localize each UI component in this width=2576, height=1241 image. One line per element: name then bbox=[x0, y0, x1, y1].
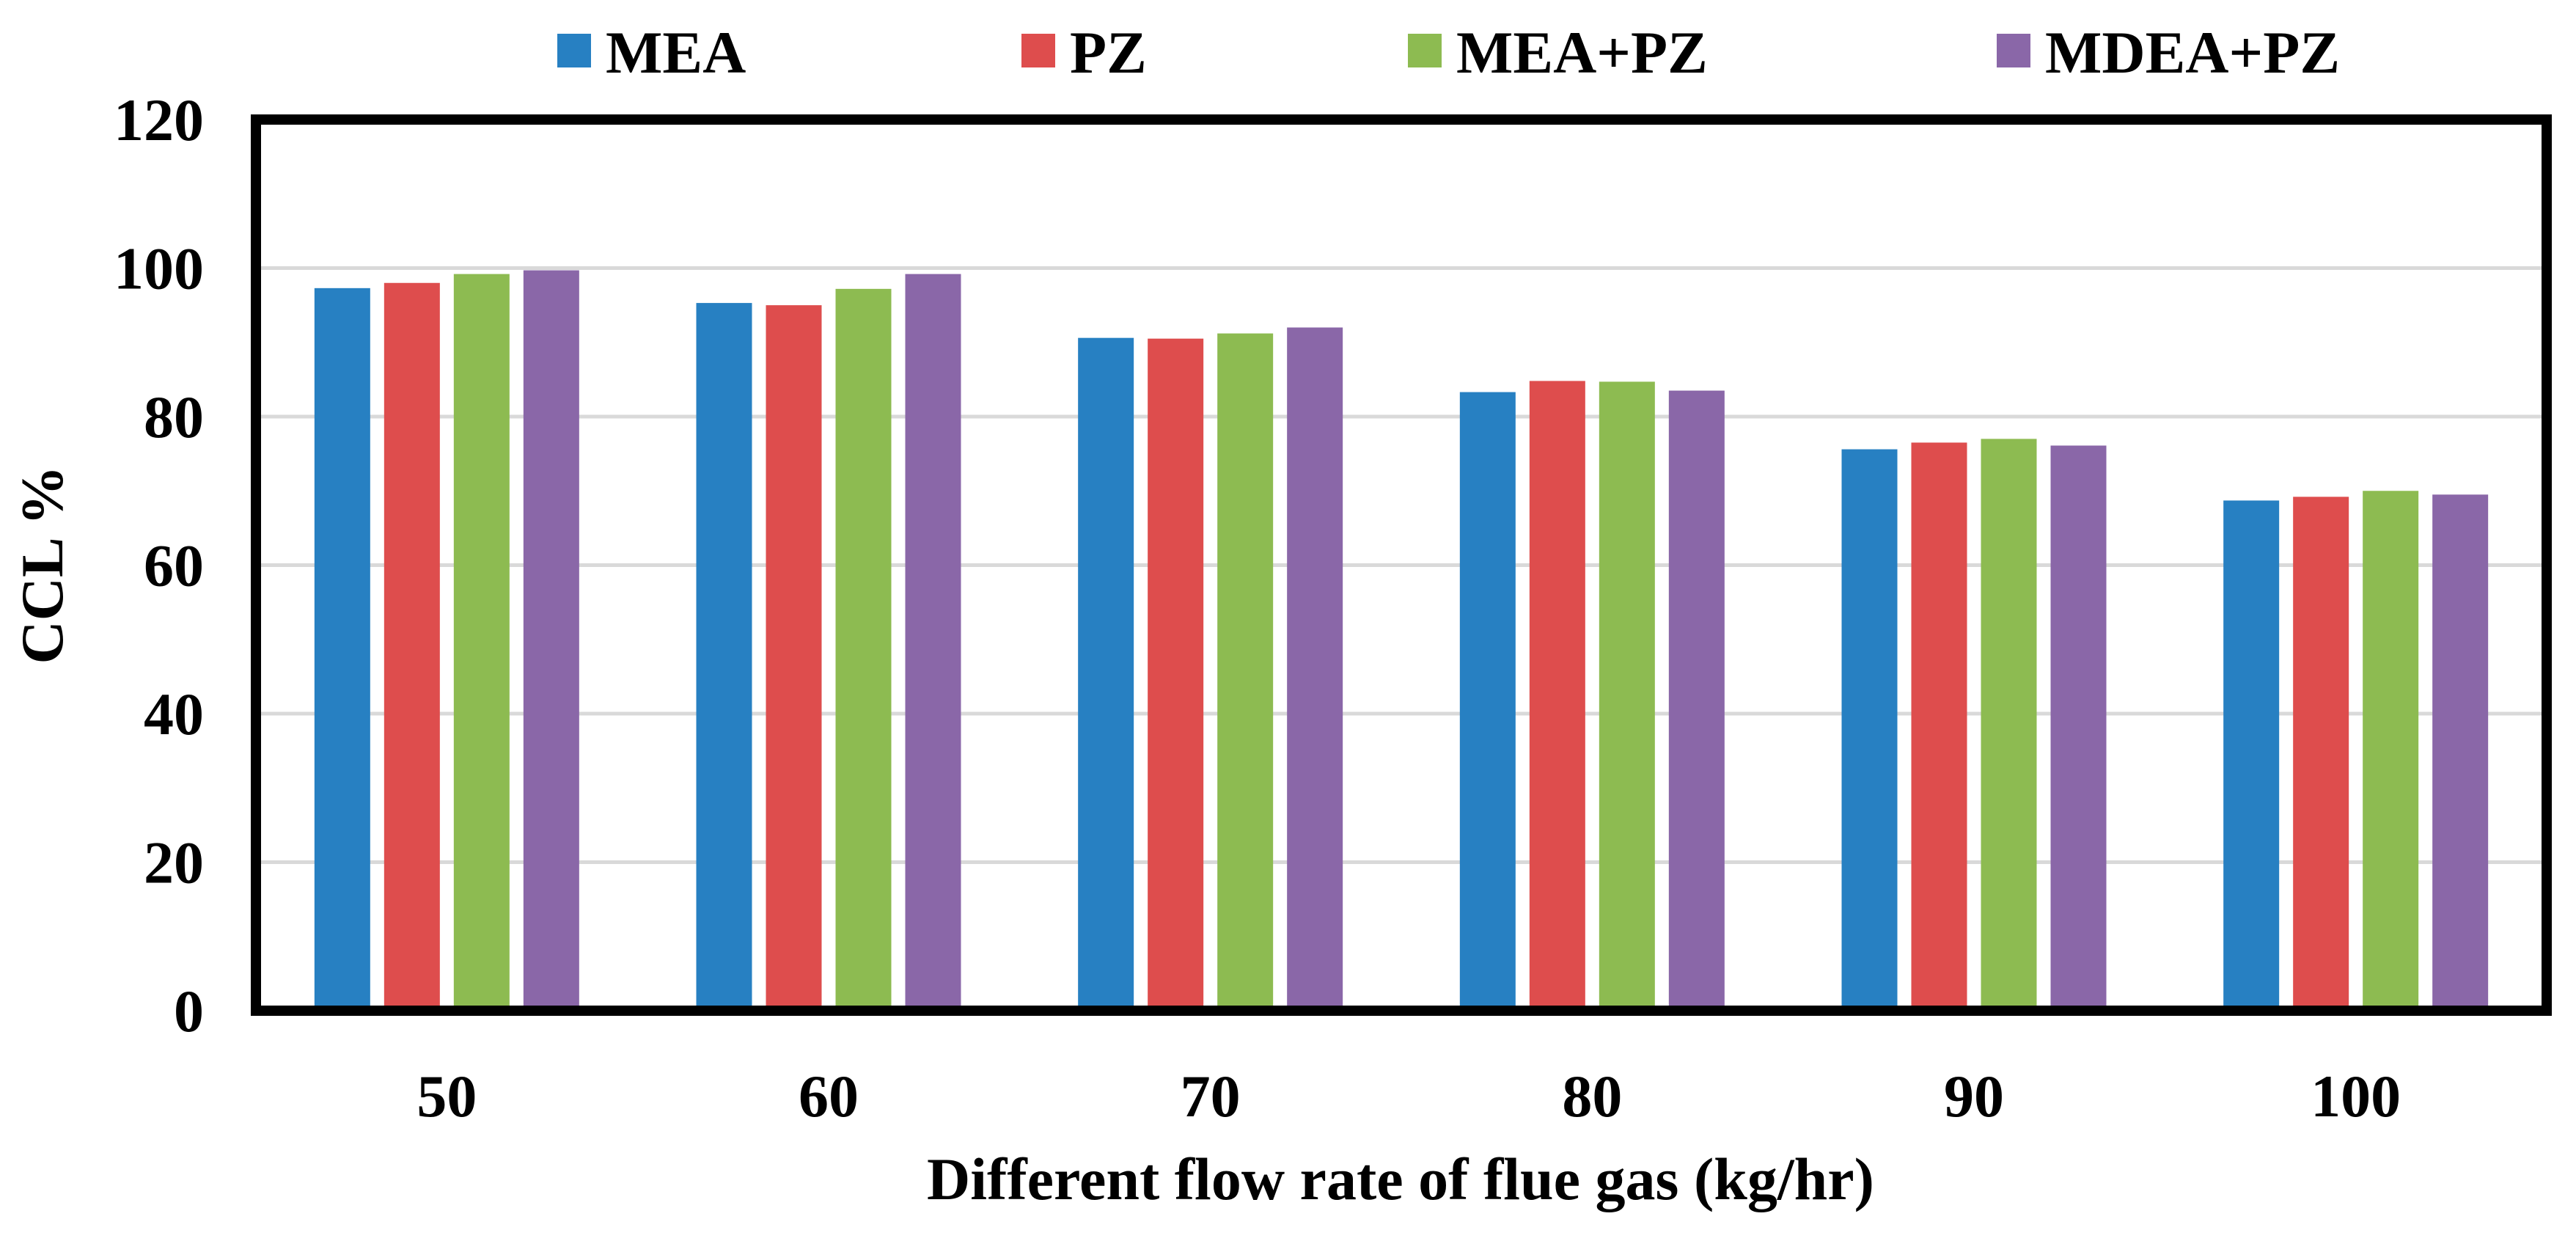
legend-label: MEA+PZ bbox=[1456, 19, 1708, 86]
series-mea bbox=[314, 288, 2280, 1011]
series-mea-pz bbox=[453, 274, 2419, 1011]
series-mdea-pz bbox=[523, 270, 2489, 1011]
bar bbox=[905, 274, 961, 1011]
gridlines bbox=[256, 266, 2547, 864]
y-tick-label: 80 bbox=[144, 384, 204, 450]
bar bbox=[1287, 327, 1343, 1011]
x-tick-label: 100 bbox=[2311, 1063, 2401, 1130]
x-axis-title: Different flow rate of flue gas (kg/hr) bbox=[927, 1146, 1874, 1212]
bar bbox=[1217, 333, 1274, 1011]
bar bbox=[1529, 381, 1585, 1011]
bar bbox=[1078, 337, 1134, 1011]
legend-label: MDEA+PZ bbox=[2045, 19, 2340, 86]
legend-label: MEA bbox=[606, 19, 746, 86]
bar bbox=[1981, 439, 2037, 1011]
bar bbox=[696, 303, 752, 1011]
bar bbox=[1148, 338, 1204, 1011]
legend: MEA PZ MEA+PZ MDEA+PZ bbox=[557, 19, 2340, 86]
legend-item: MDEA+PZ bbox=[1997, 19, 2340, 86]
bar bbox=[453, 274, 510, 1011]
x-tick-labels: 50 60 70 80 90 100 bbox=[417, 1063, 2401, 1130]
y-axis-title: CCL % bbox=[9, 465, 76, 664]
bar bbox=[766, 305, 822, 1011]
legend-swatch bbox=[1021, 34, 1055, 67]
y-tick-label: 60 bbox=[144, 532, 204, 599]
x-tick-label: 70 bbox=[1181, 1063, 1241, 1130]
bar bbox=[523, 270, 579, 1011]
bar bbox=[1599, 381, 1655, 1011]
bar bbox=[1459, 392, 1516, 1011]
legend-item: MEA bbox=[557, 19, 746, 86]
legend-label: PZ bbox=[1070, 19, 1147, 86]
bar bbox=[384, 282, 440, 1011]
bar bbox=[314, 288, 370, 1011]
bar bbox=[2432, 494, 2489, 1011]
y-tick-label: 40 bbox=[144, 681, 204, 747]
x-tick-label: 50 bbox=[417, 1063, 477, 1130]
bar bbox=[835, 288, 892, 1011]
y-tick-label: 20 bbox=[144, 830, 204, 896]
y-tick-label: 100 bbox=[114, 235, 204, 302]
bar bbox=[1841, 449, 1898, 1011]
y-tick-label: 0 bbox=[174, 978, 204, 1044]
bar bbox=[2223, 500, 2280, 1011]
bar bbox=[1911, 442, 1967, 1011]
bar bbox=[2293, 497, 2349, 1011]
legend-item: MEA+PZ bbox=[1408, 19, 1708, 86]
x-tick-label: 80 bbox=[1562, 1063, 1622, 1130]
x-tick-label: 90 bbox=[1944, 1063, 2004, 1130]
y-tick-labels: 0 20 40 60 80 100 120 bbox=[114, 87, 204, 1044]
bars bbox=[314, 270, 2489, 1011]
bar bbox=[1668, 390, 1725, 1011]
legend-swatch bbox=[557, 34, 591, 67]
y-tick-label: 120 bbox=[114, 87, 204, 153]
bar bbox=[2363, 491, 2419, 1011]
x-tick-label: 60 bbox=[799, 1063, 859, 1130]
legend-item: PZ bbox=[1021, 19, 1147, 86]
series-pz bbox=[384, 282, 2349, 1011]
bar bbox=[2050, 445, 2107, 1011]
plot-frame bbox=[251, 114, 2552, 1016]
legend-swatch bbox=[1408, 34, 1442, 67]
legend-swatch bbox=[1997, 34, 2030, 67]
